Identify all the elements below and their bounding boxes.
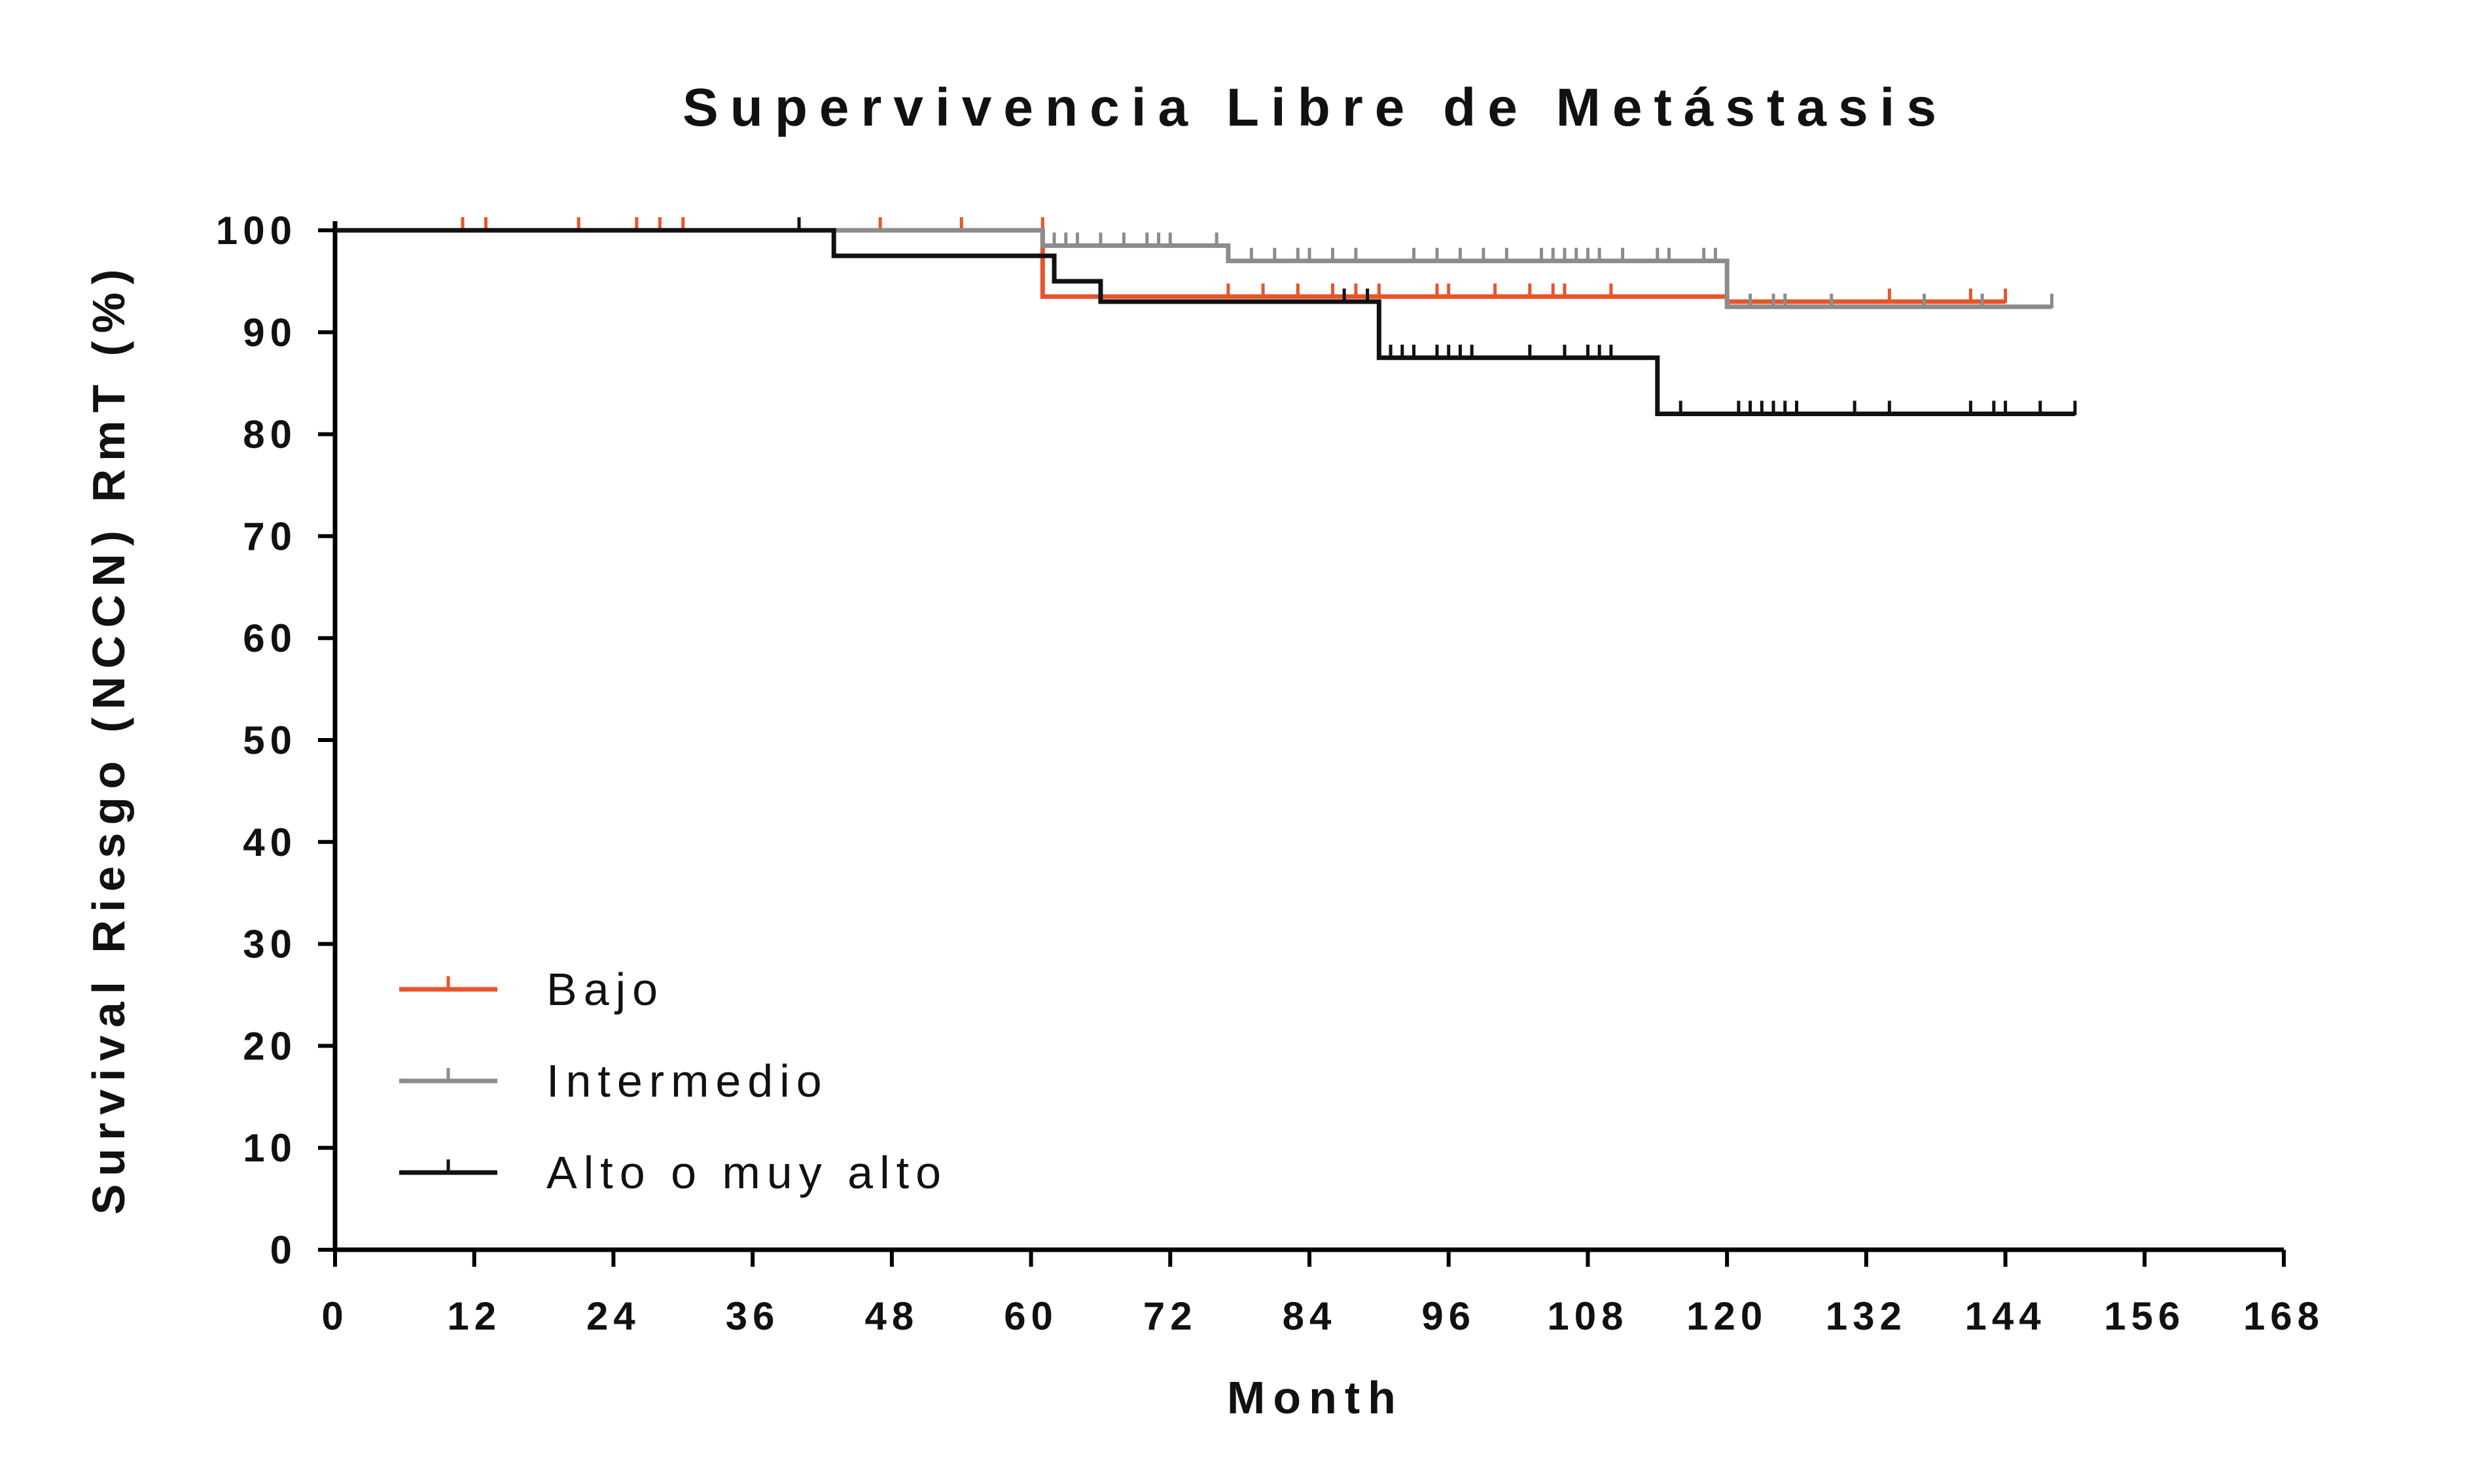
x-tick-label: 72 (1143, 1294, 1198, 1338)
y-tick-label: 70 (243, 514, 297, 558)
legend-item: Bajo (399, 964, 664, 1015)
x-tick-label: 156 (2104, 1294, 2185, 1338)
y-tick-label: 80 (243, 413, 297, 457)
x-tick-label: 96 (1421, 1294, 1476, 1338)
legend-label: Alto o muy alto (546, 1147, 948, 1198)
x-tick-label: 120 (1686, 1294, 1767, 1338)
x-tick-label: 144 (1965, 1294, 2046, 1338)
y-tick-label: 100 (216, 209, 297, 253)
y-tick-label: 10 (243, 1126, 297, 1170)
x-tick-label: 84 (1283, 1294, 1337, 1338)
chart-title: Supervivencia Libre de Metástasis (683, 78, 1948, 137)
series-line (335, 228, 2075, 416)
axes: 0 10 20 30 40 50 60 70 80 90 100 0 12 24 36 48 60 72 84 96 1… (216, 209, 2324, 1338)
legend: Bajo Intermedio Alto o muy alto (399, 964, 948, 1198)
series-layer (335, 217, 2077, 416)
series-2 (335, 217, 2077, 416)
legend-item: Intermedio (399, 1055, 828, 1106)
y-tick-label: 90 (243, 311, 297, 355)
y-tick-label: 30 (243, 923, 297, 966)
x-tick-label: 0 (321, 1294, 348, 1338)
x-tick-label: 132 (1826, 1294, 1907, 1338)
y-tick-label: 50 (243, 718, 297, 762)
series-1 (335, 228, 2053, 309)
x-tick-label: 24 (586, 1294, 641, 1338)
y-tick-label: 40 (243, 821, 297, 864)
y-axis-label: Survival Riesgo (NCCN) RmT (%) (83, 262, 134, 1215)
x-tick-label: 168 (2243, 1294, 2324, 1338)
y-tick-label: 20 (243, 1024, 297, 1068)
legend-item: Alto o muy alto (399, 1147, 948, 1198)
x-axis-label: Month (1227, 1372, 1404, 1423)
x-tick-label: 36 (726, 1294, 780, 1338)
x-tick-label: 48 (864, 1294, 919, 1338)
x-tick-label: 108 (1547, 1294, 1628, 1338)
legend-label: Intermedio (546, 1055, 828, 1106)
legend-label: Bajo (546, 964, 664, 1015)
x-tick-label: 60 (1004, 1294, 1058, 1338)
y-tick-label: 60 (243, 616, 297, 660)
x-tick-label: 12 (447, 1294, 501, 1338)
y-tick-label: 0 (270, 1228, 297, 1272)
series-line (335, 228, 2052, 309)
